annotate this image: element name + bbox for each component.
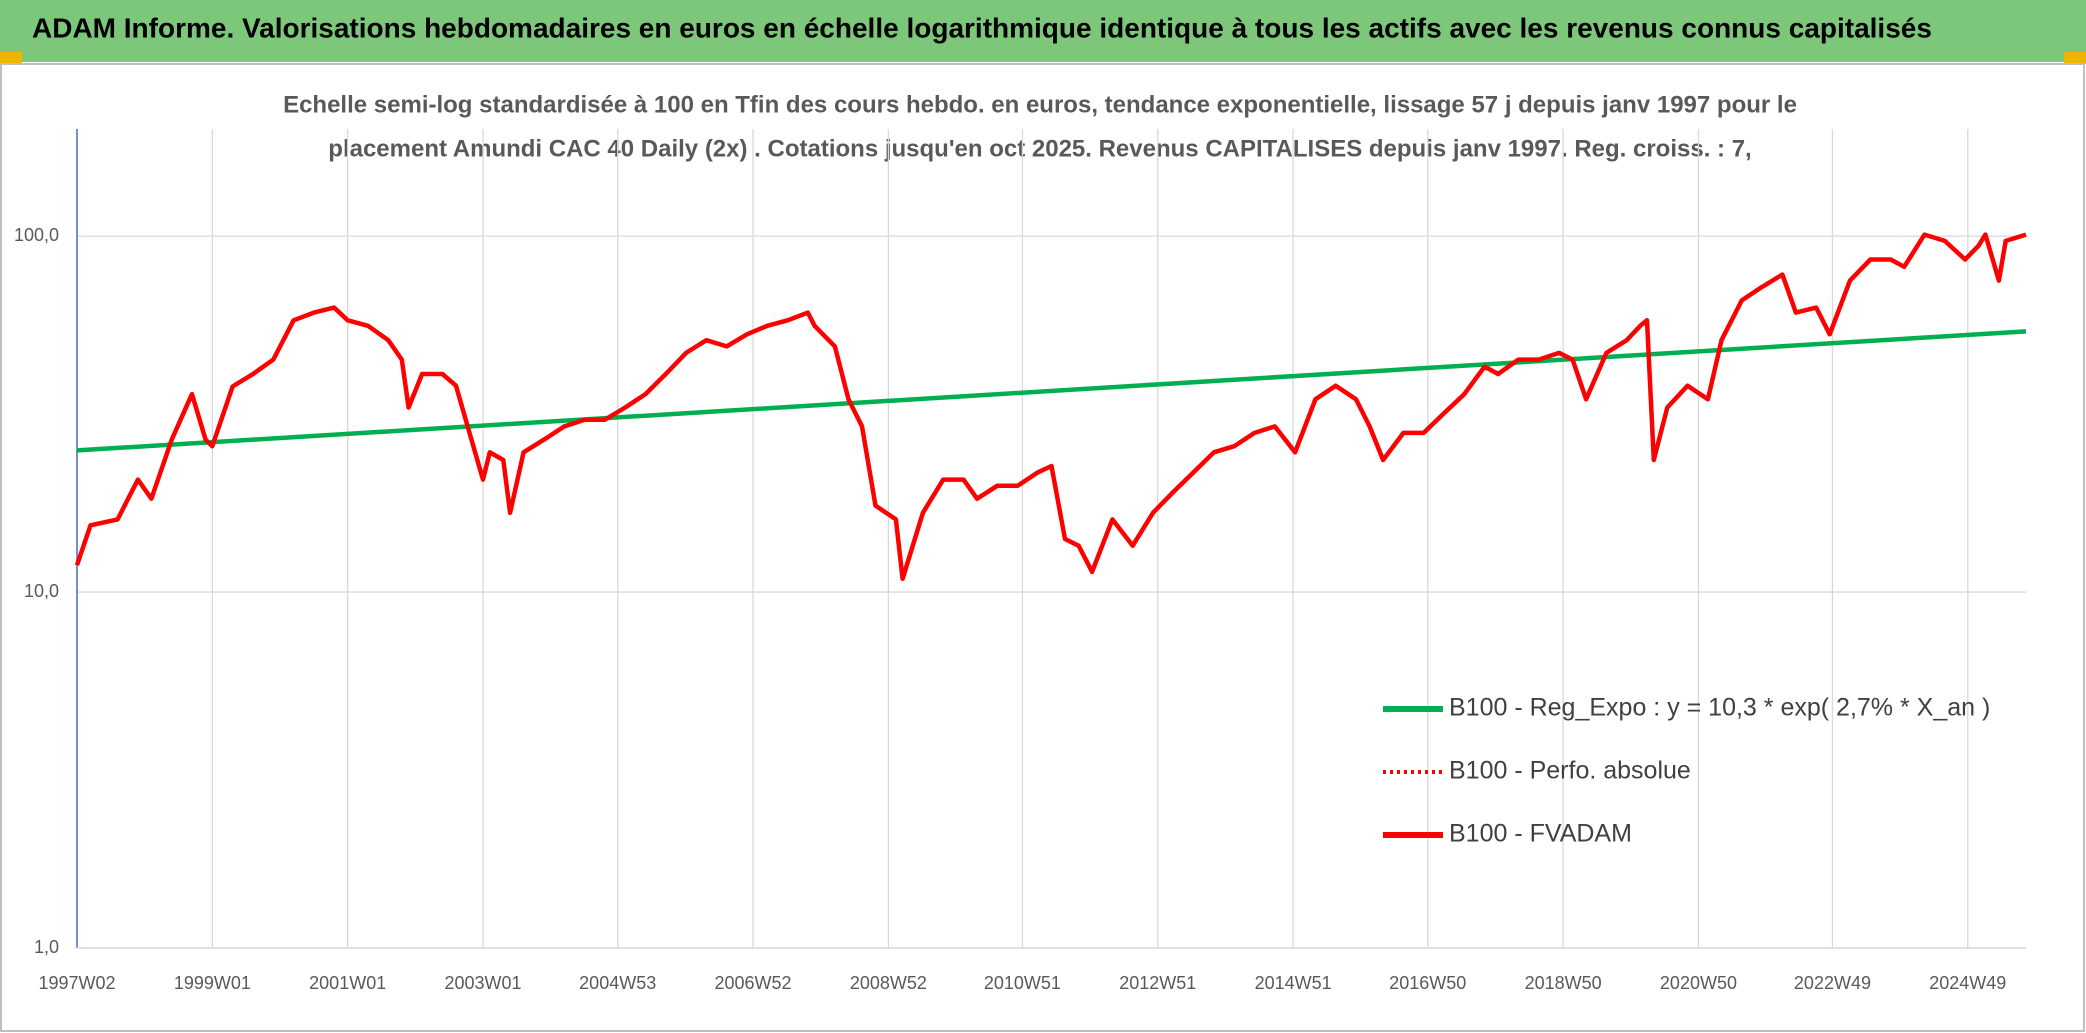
x-tick-label: 2001W01 (309, 973, 386, 993)
series-line (76, 329, 2027, 453)
x-tick-label: 1999W01 (174, 973, 251, 993)
x-tick-label: 2004W53 (579, 973, 656, 993)
x-tick-label: 2003W01 (445, 973, 522, 993)
x-tick-label: 2016W50 (1389, 973, 1466, 993)
y-tick-label: 1,0 (34, 937, 59, 957)
header-bar (0, 0, 2086, 62)
legend-label: B100 - Perfo. absolue (1449, 757, 1691, 785)
y-tick-label: 100,0 (14, 225, 59, 245)
corner-marker (2064, 52, 2086, 64)
chart-title: ADAM Informe. Valorisations hebdomadaire… (32, 12, 1932, 43)
corner-marker (0, 52, 22, 64)
x-tick-label: 1997W02 (38, 973, 115, 993)
x-tick-label: 2024W49 (1929, 973, 2006, 993)
subtitle: Echelle semi-log standardisée à 100 en T… (283, 91, 1797, 118)
x-tick-label: 2018W50 (1525, 973, 1602, 993)
chart-frame (0, 63, 2085, 1032)
legend-label: B100 - Reg_Expo : y = 10,3 * exp( 2,7% *… (1449, 694, 1990, 722)
x-tick-label: 2012W51 (1119, 973, 1196, 993)
subtitle: placement Amundi CAC 40 Daily (2x) . Cot… (328, 135, 1751, 162)
x-tick-label: 2020W50 (1660, 973, 1737, 993)
x-tick-label: 2010W51 (984, 973, 1061, 993)
x-tick-label: 2008W52 (850, 973, 927, 993)
x-tick-label: 2022W49 (1794, 973, 1871, 993)
legend-label: B100 - FVADAM (1449, 820, 1632, 848)
x-tick-label: 2014W51 (1255, 973, 1332, 993)
y-tick-label: 10,0 (24, 581, 59, 601)
x-tick-label: 2006W52 (715, 973, 792, 993)
series-line (74, 232, 2027, 582)
